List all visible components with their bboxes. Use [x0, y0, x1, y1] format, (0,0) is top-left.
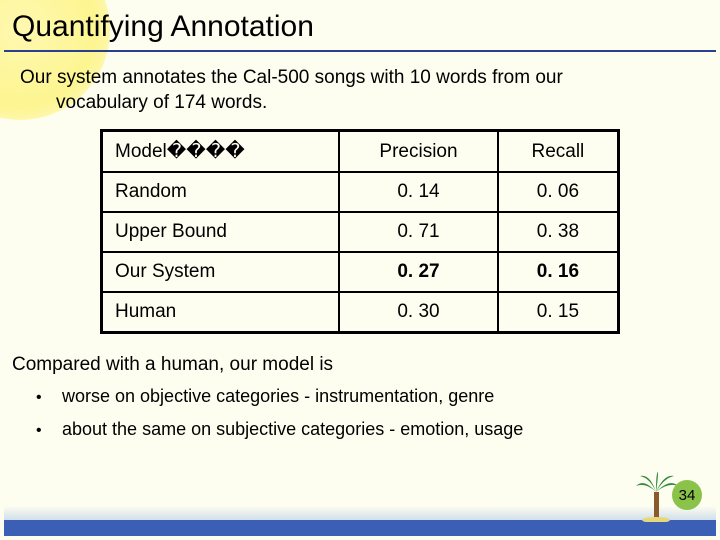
row-precision: 0. 14	[339, 172, 498, 212]
row-recall: 0. 38	[498, 212, 619, 252]
bullet-icon: •	[36, 422, 62, 440]
col-header-model: Model����	[102, 131, 340, 173]
intro-line-2: vocabulary of 174 words.	[20, 91, 700, 116]
row-label: Random	[102, 172, 340, 212]
col-header-precision: Precision	[339, 131, 498, 173]
bullet-text: worse on objective categories - instrume…	[62, 386, 494, 407]
table-row: Random 0. 14 0. 06	[102, 172, 619, 212]
bullet-list: • worse on objective categories - instru…	[0, 386, 720, 440]
row-label: Upper Bound	[102, 212, 340, 252]
results-table: Model���� Precision Recall Random 0. 14 …	[100, 129, 620, 334]
list-item: • about the same on subjective categorie…	[36, 419, 720, 440]
row-recall: 0. 06	[498, 172, 619, 212]
intro-text: Our system annotates the Cal-500 songs w…	[0, 66, 720, 115]
row-precision: 0. 30	[339, 292, 498, 333]
list-item: • worse on objective categories - instru…	[36, 386, 720, 407]
row-recall: 0. 16	[498, 252, 619, 292]
row-recall: 0. 15	[498, 292, 619, 333]
subheading: Compared with a human, our model is	[0, 354, 720, 386]
bullet-icon: •	[36, 389, 62, 407]
table-row: Our System 0. 27 0. 16	[102, 252, 619, 292]
footer-bar	[4, 520, 716, 536]
page-title: Quantifying Annotation	[4, 0, 716, 52]
row-precision: 0. 27	[339, 252, 498, 292]
footer-fade	[4, 506, 716, 520]
row-label: Human	[102, 292, 340, 333]
table-header-row: Model���� Precision Recall	[102, 131, 619, 173]
table-row: Upper Bound 0. 71 0. 38	[102, 212, 619, 252]
col-header-recall: Recall	[498, 131, 619, 173]
slide-number-badge: 34	[672, 480, 702, 510]
bullet-text: about the same on subjective categories …	[62, 419, 523, 440]
table-row: Human 0. 30 0. 15	[102, 292, 619, 333]
row-precision: 0. 71	[339, 212, 498, 252]
row-label: Our System	[102, 252, 340, 292]
intro-line-1: Our system annotates the Cal-500 songs w…	[20, 67, 563, 88]
